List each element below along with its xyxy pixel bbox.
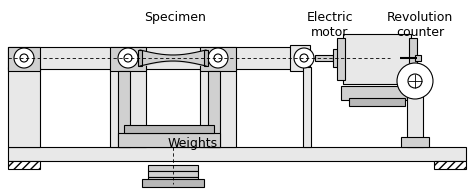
Bar <box>409 38 417 80</box>
Circle shape <box>408 74 422 88</box>
Circle shape <box>124 54 132 62</box>
Bar <box>204 50 208 66</box>
Bar <box>349 98 405 106</box>
Bar <box>290 45 310 71</box>
Bar <box>315 55 333 61</box>
Bar <box>110 69 146 147</box>
Bar <box>8 47 303 69</box>
Bar <box>8 47 40 71</box>
Circle shape <box>294 48 314 68</box>
Bar <box>200 69 236 147</box>
Bar <box>401 137 429 147</box>
Text: Revolution
counter: Revolution counter <box>387 11 453 39</box>
Bar <box>341 86 413 100</box>
Text: Specimen: Specimen <box>144 11 206 24</box>
Bar <box>8 161 40 169</box>
Bar <box>148 177 198 183</box>
Bar <box>110 47 146 71</box>
Circle shape <box>397 63 433 99</box>
Bar <box>8 147 466 161</box>
Circle shape <box>300 54 308 62</box>
Text: Weights: Weights <box>168 137 218 150</box>
Bar <box>407 87 423 147</box>
Bar <box>138 50 142 66</box>
Circle shape <box>20 54 28 62</box>
Bar <box>142 179 204 187</box>
Text: Electric
motor: Electric motor <box>307 11 353 39</box>
Bar <box>200 47 236 71</box>
Bar <box>8 67 40 147</box>
Bar <box>118 71 130 147</box>
Bar <box>124 125 214 133</box>
Circle shape <box>208 48 228 68</box>
Bar <box>434 161 466 169</box>
Bar <box>148 171 198 177</box>
Circle shape <box>214 54 222 62</box>
Bar <box>415 55 421 61</box>
Bar <box>303 67 311 147</box>
Bar <box>343 34 411 84</box>
Bar <box>148 165 198 171</box>
Circle shape <box>118 48 138 68</box>
Bar <box>118 133 220 147</box>
Bar <box>333 49 343 67</box>
Bar <box>337 38 345 80</box>
Circle shape <box>14 48 34 68</box>
Bar <box>208 71 220 147</box>
